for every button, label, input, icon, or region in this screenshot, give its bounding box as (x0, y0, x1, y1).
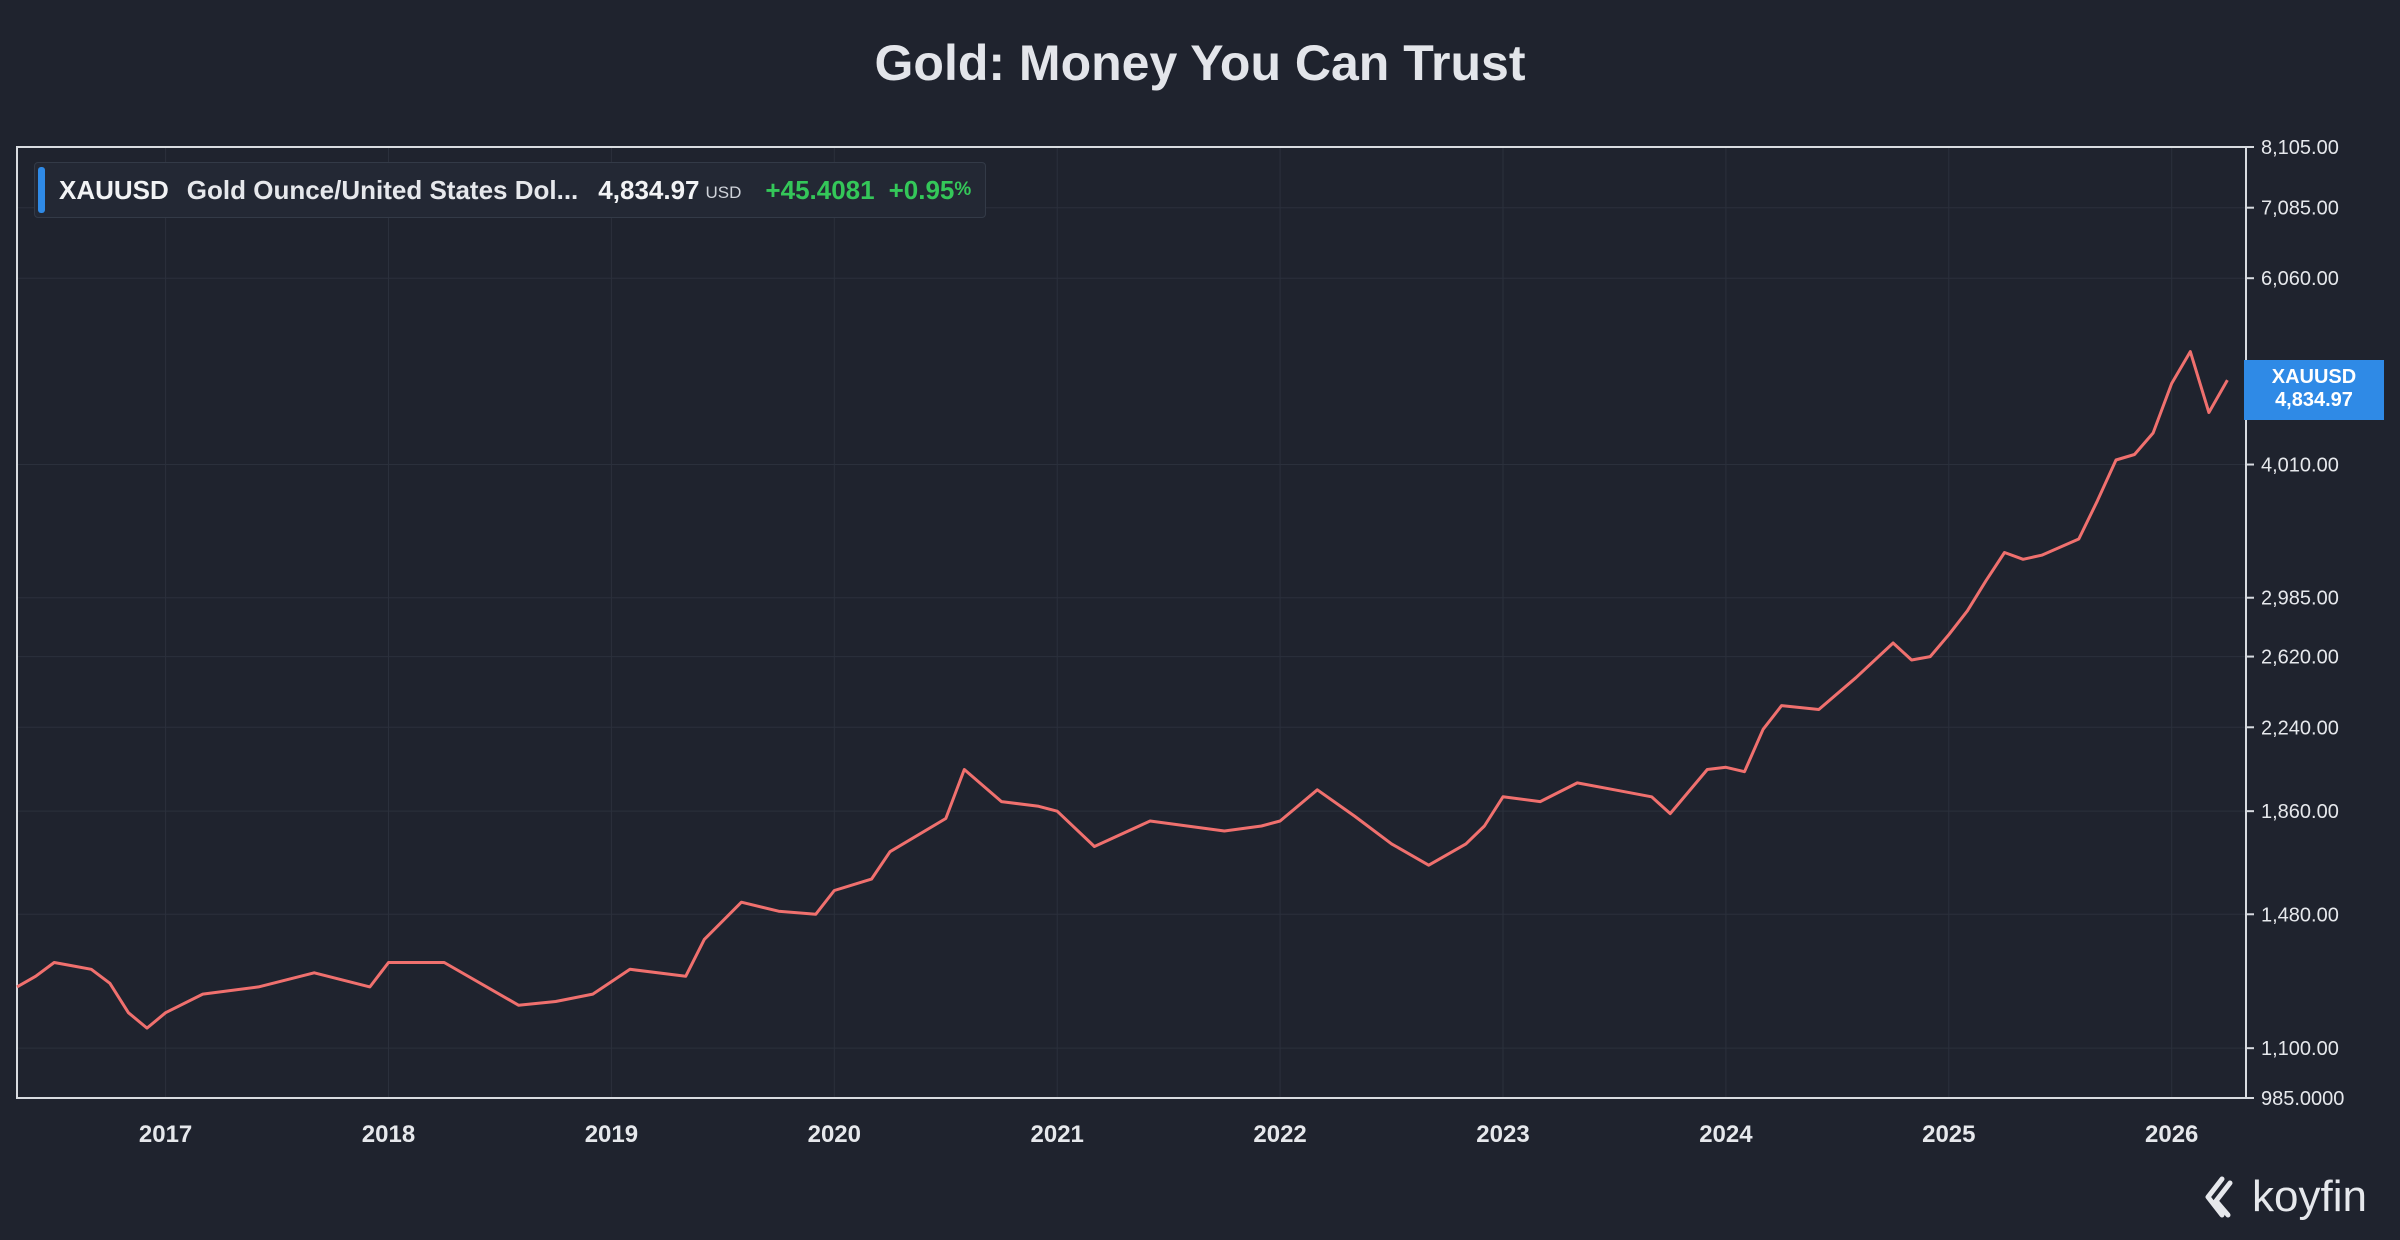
y-tick-label: 2,985.00 (2261, 588, 2339, 610)
y-tick-label: 2,620.00 (2261, 647, 2339, 669)
series-line-xauusd (16, 350, 2229, 1030)
koyfin-logo: koyfin (2200, 1172, 2367, 1222)
x-tick-label: 2026 (2145, 1121, 2198, 1148)
x-axis: 2017 2018 2019 2020 2021 2022 2023 2024 2025 2026 (139, 1121, 2198, 1148)
x-tick-label: 2017 (139, 1121, 192, 1148)
plot-frame (16, 146, 2247, 1099)
legend-last-price: 4,834.97 (598, 174, 700, 205)
last-price-tag: XAUUSD 4,834.97 (2244, 360, 2384, 420)
y-tick-label: 6,060.00 (2261, 268, 2339, 290)
legend-description: Gold Ounce/United States Dol... (186, 174, 579, 205)
y-tick-label: 7,085.00 (2261, 198, 2339, 220)
x-tick-label: 2020 (808, 1121, 861, 1148)
x-tick-label: 2025 (1922, 1121, 1975, 1148)
koyfin-logo-icon (2205, 1176, 2233, 1218)
legend-accent-bar (38, 167, 45, 213)
legend-change: +45.4081 (765, 174, 875, 205)
y-axis: 8,105.00 7,085.00 6,060.00 4,010.00 2,985.00… (2246, 137, 2344, 1110)
x-tick-label: 2018 (362, 1121, 415, 1148)
y-tick-label: 1,480.00 (2261, 904, 2339, 926)
y-tick-label: 1,100.00 (2261, 1038, 2339, 1060)
y-tick-label: 4,010.00 (2261, 455, 2339, 477)
series-legend[interactable]: XAUUSD Gold Ounce/United States Dol... 4… (34, 162, 987, 218)
grid-lines (17, 146, 2246, 1099)
y-tick-label: 985.0000 (2261, 1088, 2344, 1110)
legend-currency: USD (705, 183, 742, 202)
logo-text: koyfin (2252, 1172, 2367, 1221)
price-tag-symbol: XAUUSD (2271, 366, 2357, 388)
price-tag-value: 4,834.97 (2275, 389, 2353, 411)
legend-pct-sign: % (954, 179, 972, 200)
y-tick-label: 8,105.00 (2261, 137, 2339, 159)
y-tick-label: 2,240.00 (2261, 717, 2339, 739)
x-tick-label: 2022 (1253, 1121, 1306, 1148)
x-tick-label: 2021 (1031, 1121, 1084, 1148)
y-tick-label: 1,860.00 (2261, 801, 2339, 823)
legend-symbol: XAUUSD (59, 174, 169, 205)
x-tick-label: 2024 (1699, 1121, 1753, 1148)
page-title: Gold: Money You Can Trust (874, 35, 1526, 91)
legend-change-pct: +0.95 (888, 174, 955, 205)
x-tick-label: 2019 (585, 1121, 638, 1148)
x-tick-label: 2023 (1476, 1121, 1529, 1148)
